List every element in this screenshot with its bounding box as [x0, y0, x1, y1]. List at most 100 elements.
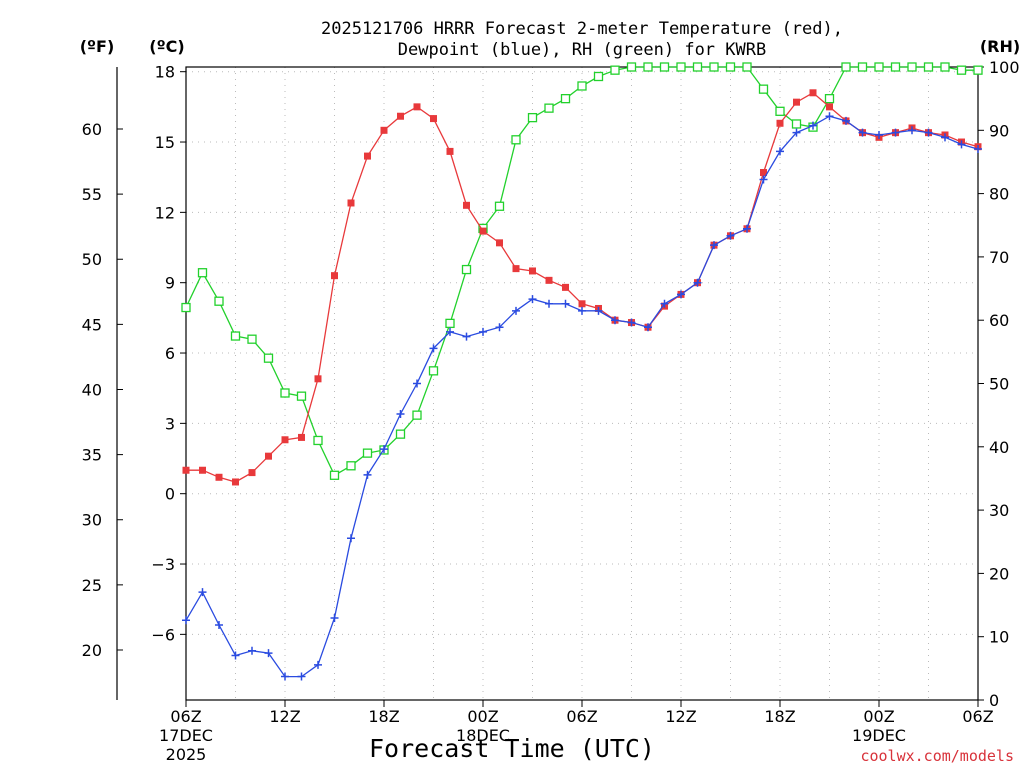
relative-humidity-point — [775, 106, 785, 116]
temperature-point — [380, 126, 388, 134]
relative-humidity-point — [725, 62, 736, 72]
temperature-point — [446, 147, 454, 155]
relative-humidity-point — [890, 62, 901, 72]
fahrenheit-tick-label: 55 — [82, 185, 102, 204]
x-axis-title: Forecast Time (UTC) — [369, 734, 655, 763]
relative-humidity-point — [263, 353, 274, 363]
relative-humidity-point — [709, 62, 719, 72]
temperature-point — [545, 276, 553, 284]
relative-humidity-point — [296, 391, 307, 401]
dewpoint-point — [842, 116, 850, 125]
celsius-tick-label: −6 — [151, 625, 175, 644]
temperature-point — [776, 119, 784, 127]
dewpoint-point — [528, 295, 537, 304]
relative-humidity-point — [643, 62, 653, 72]
relative-humidity-point — [824, 94, 835, 104]
relative-humidity-point — [362, 448, 373, 458]
relative-humidity-point — [230, 331, 241, 341]
dewpoint-point — [429, 344, 438, 353]
chart-title-line-1: 2025121706 HRRR Forecast 2-meter Tempera… — [321, 19, 843, 39]
dewpoint-point — [330, 613, 339, 622]
dewpoint-point — [561, 299, 570, 308]
rh-tick-label: 50 — [989, 375, 1009, 394]
celsius-tick-label: 6 — [165, 344, 175, 363]
relative-humidity-point — [395, 429, 406, 439]
temperature-point — [199, 466, 206, 474]
rh-tick-label: 0 — [989, 691, 999, 710]
fahrenheit-tick-label: 60 — [82, 120, 102, 139]
temperature-point — [562, 283, 569, 291]
credit-link[interactable]: coolwx.com/models — [860, 747, 1014, 765]
relative-humidity-point — [626, 62, 637, 72]
rh-tick-label: 10 — [989, 628, 1009, 647]
dewpoint-point — [825, 112, 834, 121]
relative-humidity-point — [577, 81, 587, 91]
celsius-tick-label: 12 — [155, 203, 175, 222]
relative-humidity-point — [461, 264, 472, 275]
dewpoint-point — [792, 128, 801, 137]
x-tick-label: 06Z — [962, 707, 993, 726]
fahrenheit-tick-label: 35 — [82, 446, 102, 465]
rh-tick-label: 80 — [989, 185, 1009, 204]
dewpoint-point — [891, 128, 900, 137]
dewpoint-point — [512, 306, 520, 315]
dewpoint-point — [693, 278, 702, 287]
plot-frame — [185, 66, 979, 701]
relative-humidity-point — [560, 94, 571, 104]
dewpoint-point — [578, 306, 586, 315]
relative-humidity-point — [181, 302, 191, 313]
temperature-point — [364, 152, 371, 160]
temperature-point — [232, 478, 239, 486]
data-series — [181, 62, 983, 681]
relative-humidity-point — [791, 119, 802, 129]
celsius-tick-label: 9 — [165, 274, 175, 293]
relative-humidity-point — [676, 62, 686, 72]
relative-humidity-point — [874, 62, 884, 72]
relative-humidity-point — [907, 62, 917, 72]
rh-tick-label: 70 — [989, 248, 1009, 267]
relative-humidity-point — [412, 410, 422, 420]
fahrenheit-tick-label: 25 — [82, 576, 102, 595]
relative-humidity-point — [692, 62, 703, 72]
dewpoint-point — [644, 323, 652, 332]
relative-humidity-point — [197, 268, 208, 278]
dewpoint-point — [908, 126, 916, 135]
relative-humidity-point — [956, 65, 967, 75]
relative-humidity-point — [313, 435, 323, 446]
dewpoint-point — [297, 672, 306, 681]
relative-humidity-point — [346, 461, 356, 471]
relative-humidity-point — [247, 334, 257, 344]
x-tick-label: 06Z — [566, 707, 597, 726]
dewpoint-point — [495, 323, 504, 332]
relative-humidity-point — [973, 65, 983, 75]
relative-humidity-point — [214, 296, 224, 306]
celsius-tick-label: 3 — [165, 414, 175, 433]
temperature-point — [265, 452, 272, 460]
dewpoint-point — [611, 316, 619, 325]
celsius-tick-label: −3 — [151, 555, 175, 574]
rh-tick-label: 90 — [989, 121, 1009, 140]
dewpoint-point — [396, 409, 405, 418]
dewpoint-point — [314, 660, 322, 669]
relative-humidity-point — [428, 366, 439, 376]
x-tick-date-label: 17DEC — [159, 726, 213, 745]
dewpoint-point — [198, 588, 207, 597]
rh-axis-header: (RH) — [980, 37, 1020, 56]
temperature-point — [248, 469, 256, 477]
dewpoint-point — [924, 128, 933, 137]
temperature-point — [578, 300, 586, 308]
temperature-point — [826, 103, 833, 111]
temperature-point — [793, 98, 800, 106]
dewpoint-point — [545, 299, 553, 308]
temperature-point — [215, 473, 223, 481]
temperature-point — [463, 201, 470, 209]
fahrenheit-tick-label: 40 — [82, 380, 102, 399]
celsius-tick-label: 15 — [155, 133, 175, 152]
rh-tick-label: 30 — [989, 501, 1009, 520]
dewpoint-point — [413, 379, 421, 388]
grid — [186, 67, 978, 700]
dewpoint-point — [875, 130, 883, 139]
rh-tick-label: 20 — [989, 564, 1009, 583]
relative-humidity-point — [445, 318, 455, 329]
x-tick-label: 18Z — [764, 707, 795, 726]
